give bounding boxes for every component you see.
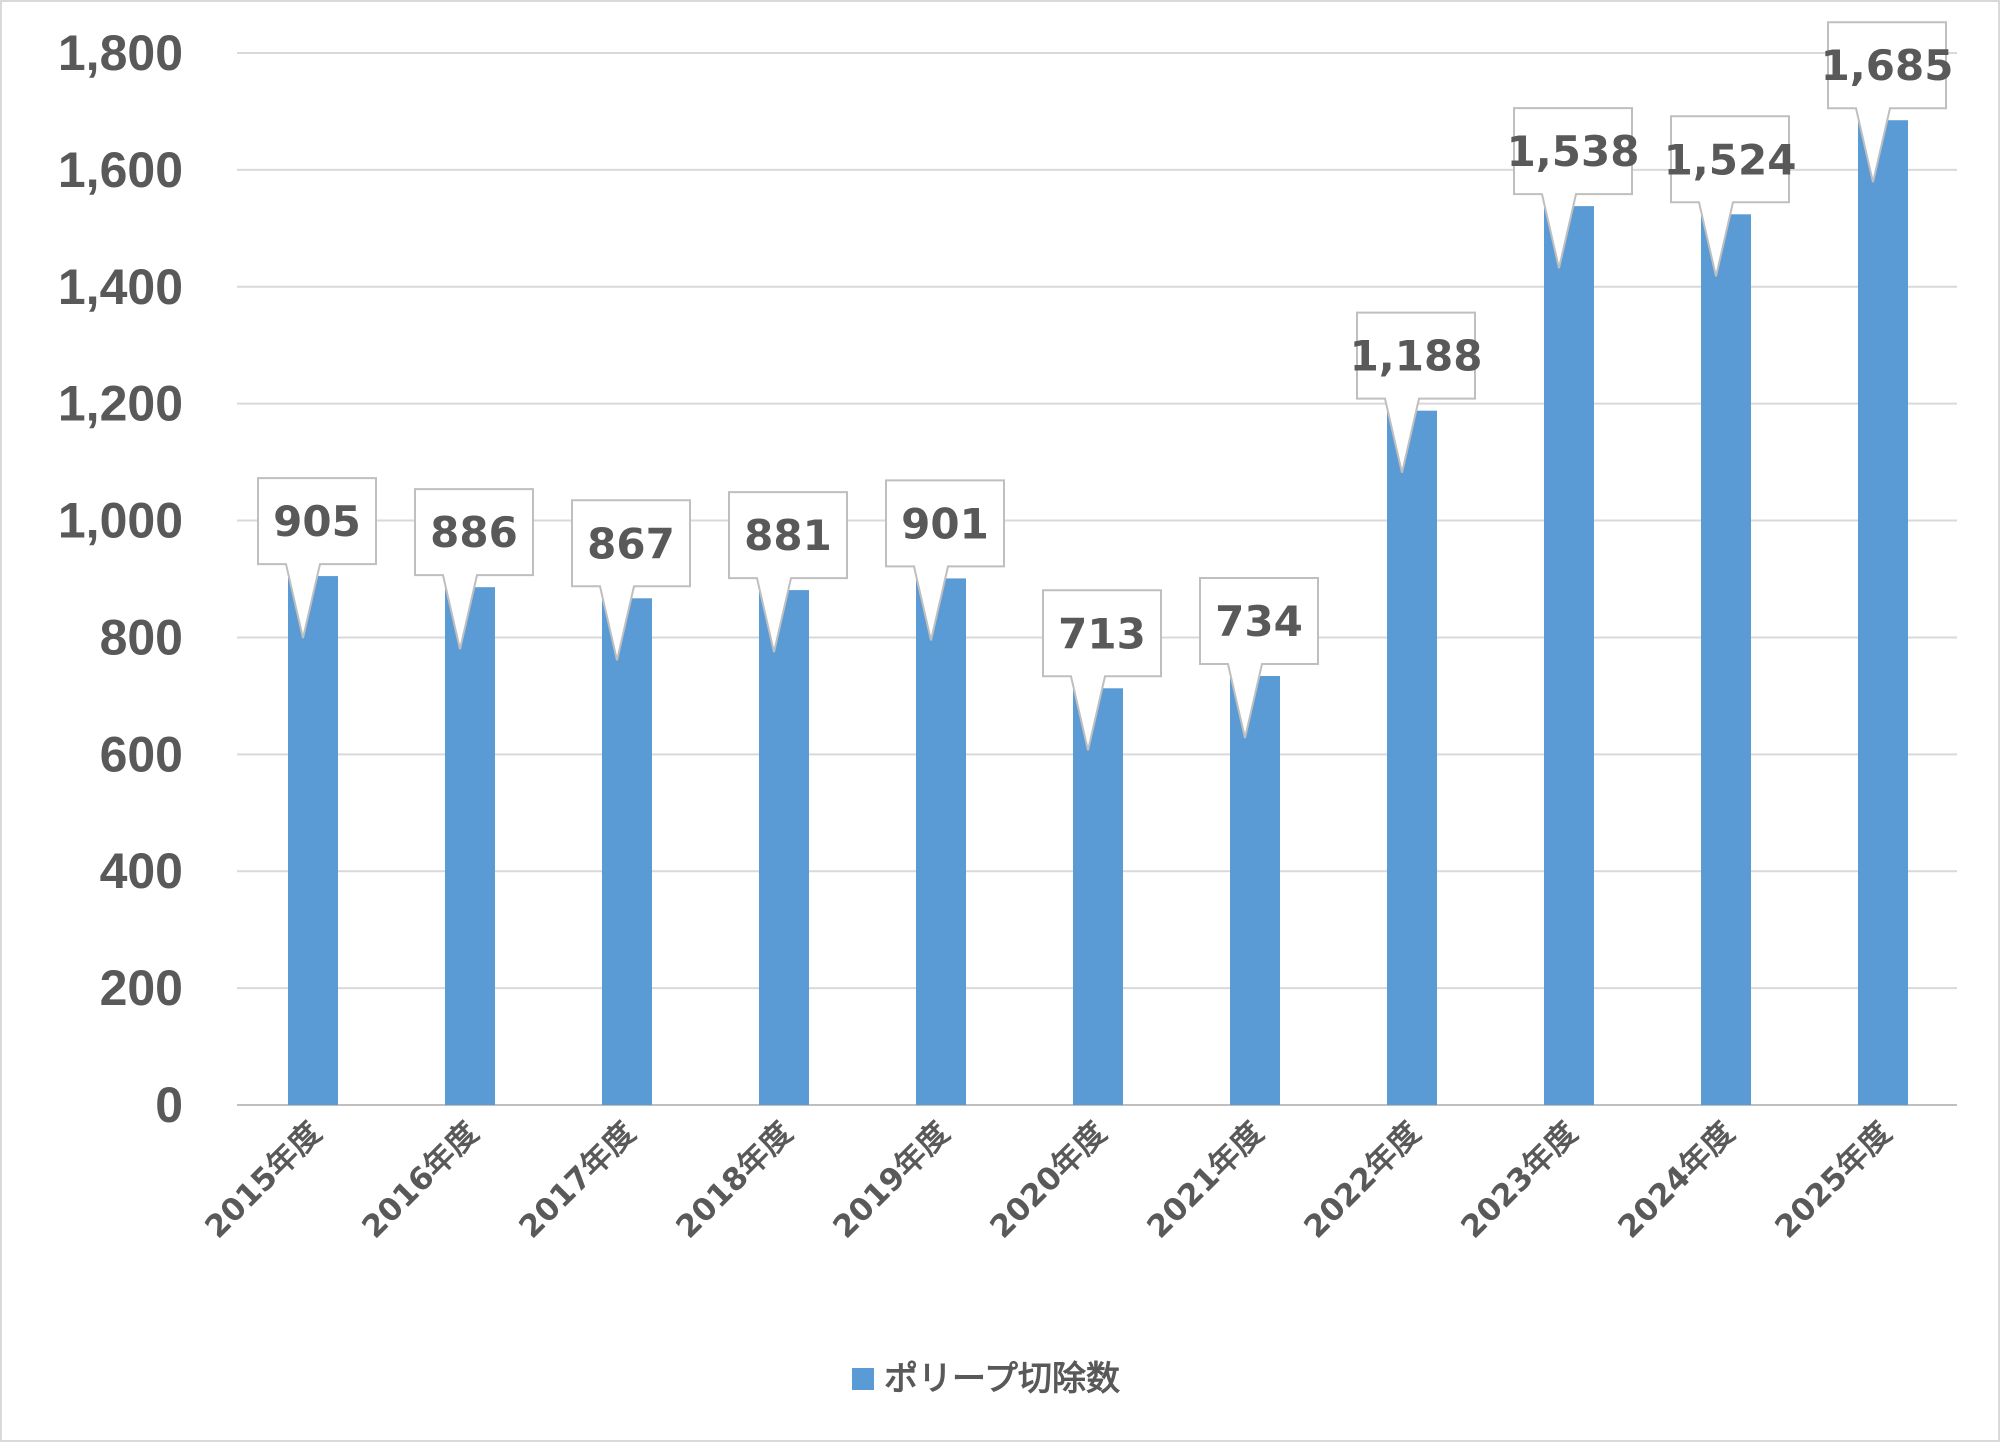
x-tick-label: 2017年度 <box>512 1115 642 1245</box>
x-tick-label: 2016年度 <box>355 1115 485 1245</box>
legend-swatch <box>852 1368 874 1390</box>
data-label-callout <box>1356 311 1476 473</box>
x-tick-label: 2022年度 <box>1297 1115 1427 1245</box>
data-label: 1,524 <box>1664 135 1797 184</box>
x-tick-label: 2024年度 <box>1611 1115 1741 1245</box>
data-label: 881 <box>744 511 832 560</box>
y-tick-label: 1,800 <box>58 25 183 81</box>
y-tick-label: 1,200 <box>58 376 183 432</box>
x-tick-label: 2019年度 <box>826 1115 956 1245</box>
data-label-callout <box>414 488 534 650</box>
y-tick-label: 0 <box>155 1077 183 1133</box>
y-tick-label: 800 <box>100 609 183 665</box>
bar <box>759 590 809 1105</box>
x-axis-ticks: 2015年度 2016年度 2017年度 2018年度 2019年度 2020年度 2021… <box>198 1115 1898 1245</box>
y-tick-label: 400 <box>100 843 183 899</box>
data-label-callout <box>1042 589 1162 751</box>
bar <box>1544 206 1594 1105</box>
bar <box>288 576 338 1105</box>
y-tick-label: 1,000 <box>58 493 183 549</box>
bar <box>1858 120 1908 1105</box>
legend: ポリープ切除数 <box>852 1359 1120 1399</box>
bar <box>445 587 495 1105</box>
data-label-callout <box>728 491 848 653</box>
y-tick-label: 200 <box>100 960 183 1016</box>
x-tick-label: 2015年度 <box>198 1115 328 1245</box>
x-tick-label: 2023年度 <box>1454 1115 1584 1245</box>
x-tick-label: 2025年度 <box>1768 1115 1898 1245</box>
data-label: 713 <box>1058 609 1146 658</box>
legend-label: ポリープ切除数 <box>884 1359 1120 1399</box>
bars <box>288 120 1908 1106</box>
bar <box>602 598 652 1105</box>
bar <box>1387 410 1437 1105</box>
x-tick-label: 2021年度 <box>1140 1115 1270 1245</box>
data-label: 1,685 <box>1821 41 1954 90</box>
data-label-callout <box>257 477 377 639</box>
x-tick-label: 2020年度 <box>983 1115 1113 1245</box>
data-label-callout <box>1513 107 1633 269</box>
y-tick-label: 600 <box>100 726 183 782</box>
data-label: 1,538 <box>1507 127 1640 176</box>
bar <box>916 578 966 1105</box>
bar <box>1701 214 1751 1106</box>
data-labels: 905 886 867 881 901 713 734 1,188 1,538 1,524 1,68… <box>257 21 1954 751</box>
data-label: 1,188 <box>1350 332 1483 381</box>
data-label: 867 <box>587 519 675 568</box>
data-label-callout <box>1827 21 1947 183</box>
y-axis-ticks: 0 200 400 600 800 1,000 1,200 1,400 1,600 1,800 <box>58 25 183 1133</box>
gridlines <box>237 52 1957 1106</box>
y-tick-label: 1,600 <box>58 142 183 198</box>
data-label-callout <box>1670 115 1790 277</box>
data-label: 901 <box>901 499 989 548</box>
bar <box>1230 676 1280 1105</box>
data-label-callout <box>571 499 691 661</box>
bar <box>1073 688 1123 1105</box>
data-label: 905 <box>273 497 361 546</box>
y-tick-label: 1,400 <box>58 259 183 315</box>
data-label-callout <box>885 479 1005 641</box>
data-label: 734 <box>1215 597 1303 646</box>
data-label: 886 <box>430 508 518 557</box>
data-label-callout <box>1199 577 1319 739</box>
x-tick-label: 2018年度 <box>669 1115 799 1245</box>
